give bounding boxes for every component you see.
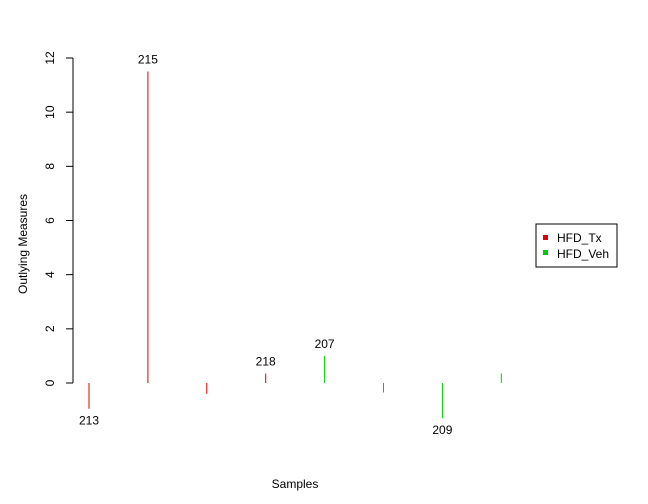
- sample-bars: [88, 71, 502, 419]
- sample-id-label: 218: [256, 355, 276, 369]
- y-axis: 0 2 4 6 8 10 12: [43, 51, 74, 386]
- legend-key-hfd-veh: [543, 250, 548, 255]
- legend: HFD_Tx HFD_Veh: [535, 223, 618, 268]
- y-axis-title: Outlying Measures: [16, 194, 30, 294]
- y-tick-label: 10: [43, 105, 57, 119]
- sample-id-label: 213: [79, 414, 99, 428]
- sample-id-label: 207: [315, 337, 335, 351]
- sample-id-label: 215: [138, 53, 158, 67]
- sample-id-label: 209: [432, 423, 452, 437]
- y-tick-label: 0: [43, 379, 57, 386]
- sample-labels: 213 215 218 207 209: [79, 53, 453, 438]
- legend-label-hfd-tx: HFD_Tx: [557, 231, 602, 245]
- y-tick-label: 8: [43, 163, 57, 170]
- legend-key-hfd-tx: [543, 235, 548, 240]
- y-tick-label: 4: [43, 271, 57, 278]
- y-tick-label: 2: [43, 325, 57, 332]
- legend-box: [535, 223, 618, 268]
- y-tick-label: 12: [43, 51, 57, 65]
- x-axis-title: Samples: [272, 477, 319, 491]
- y-tick-label: 6: [43, 217, 57, 224]
- legend-label-hfd-veh: HFD_Veh: [557, 247, 609, 261]
